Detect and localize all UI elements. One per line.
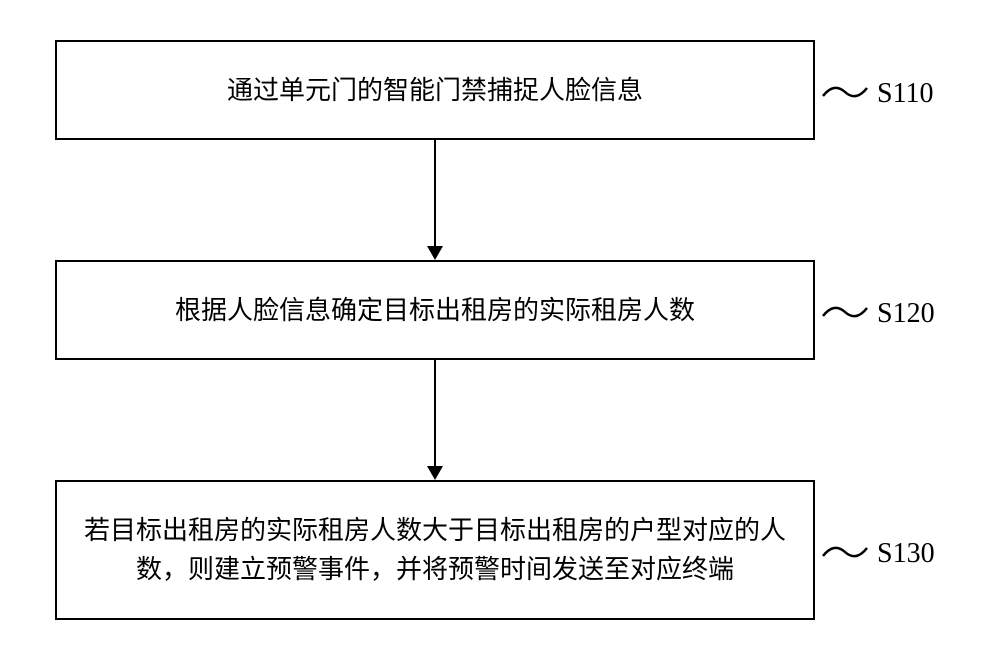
- label-s120: S120: [877, 298, 935, 330]
- step-s110-text: 通过单元门的智能门禁捕捉人脸信息: [227, 71, 643, 110]
- step-s130-text: 若目标出租房的实际租房人数大于目标出租房的户型对应的人数，则建立预警事件，并将预…: [77, 511, 793, 589]
- step-s120-box: 根据人脸信息确定目标出租房的实际租房人数: [55, 260, 815, 360]
- step-s130-box: 若目标出租房的实际租房人数大于目标出租房的户型对应的人数，则建立预警事件，并将预…: [55, 480, 815, 620]
- tilde-s110: [822, 82, 868, 102]
- tilde-s120: [822, 302, 868, 322]
- label-s110: S110: [877, 78, 934, 110]
- tilde-s130: [822, 542, 868, 562]
- step-s120-text: 根据人脸信息确定目标出租房的实际租房人数: [175, 291, 695, 330]
- arrow-2: [425, 360, 445, 480]
- arrow-1: [425, 140, 445, 260]
- flowchart-canvas: 通过单元门的智能门禁捕捉人脸信息 S110 根据人脸信息确定目标出租房的实际租房…: [0, 0, 1000, 657]
- step-s110-box: 通过单元门的智能门禁捕捉人脸信息: [55, 40, 815, 140]
- label-s130: S130: [877, 538, 935, 570]
